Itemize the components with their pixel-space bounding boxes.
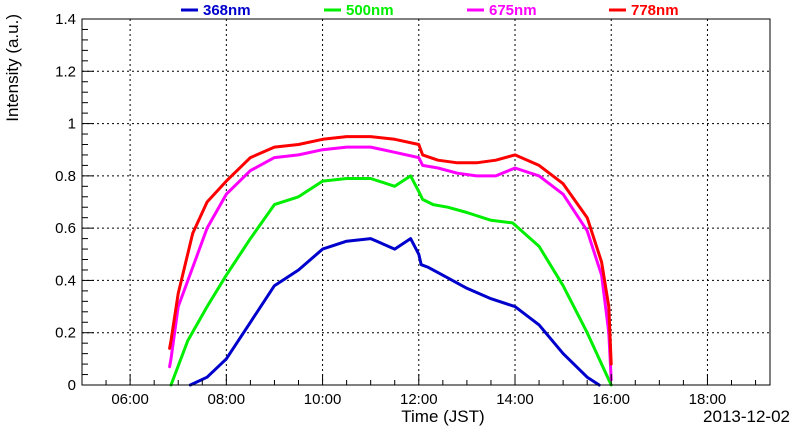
legend: 368nm 500nm 675nm 778nm	[181, 2, 679, 19]
legend-label: 500nm	[346, 2, 394, 19]
x-tick-label: 12:00	[400, 391, 438, 408]
y-tick-label: 1.2	[55, 63, 76, 80]
x-tick-label: 06:00	[111, 391, 149, 408]
x-tick-label: 10:00	[304, 391, 342, 408]
y-tick-label: 1.4	[55, 11, 76, 28]
legend-label: 368nm	[203, 2, 251, 19]
plot-frame	[81, 18, 771, 386]
y-tick-label: 1	[68, 116, 76, 133]
y-tick-label: 0.2	[55, 325, 76, 342]
legend-label: 778nm	[631, 2, 679, 19]
date-label: 2013-12-02	[703, 407, 790, 426]
series-line-778nm	[168, 135, 613, 366]
y-tick-label: 0	[68, 377, 76, 394]
x-tick-label: 08:00	[208, 391, 246, 408]
series-line-500nm	[169, 174, 613, 387]
legend-label: 675nm	[489, 2, 537, 19]
y-tick-label: 0.8	[55, 168, 76, 185]
grid	[82, 18, 770, 386]
series-layer	[168, 135, 613, 387]
series-line-675nm	[168, 145, 613, 382]
x-tick-label: 16:00	[592, 391, 630, 408]
y-tick-label: 0.4	[55, 272, 76, 289]
y-tick-label: 0.6	[55, 220, 76, 237]
x-axis-title: Time (JST)	[401, 407, 484, 426]
series-line-368nm	[188, 237, 601, 387]
axes: 06:00 08:00 10:00 12:00 14:00 16:00 18:00 0 0.2 0…	[55, 11, 757, 408]
y-axis-title: Intensity (a.u.)	[3, 14, 22, 122]
x-tick-label: 18:00	[689, 391, 727, 408]
x-tick-label: 14:00	[496, 391, 534, 408]
